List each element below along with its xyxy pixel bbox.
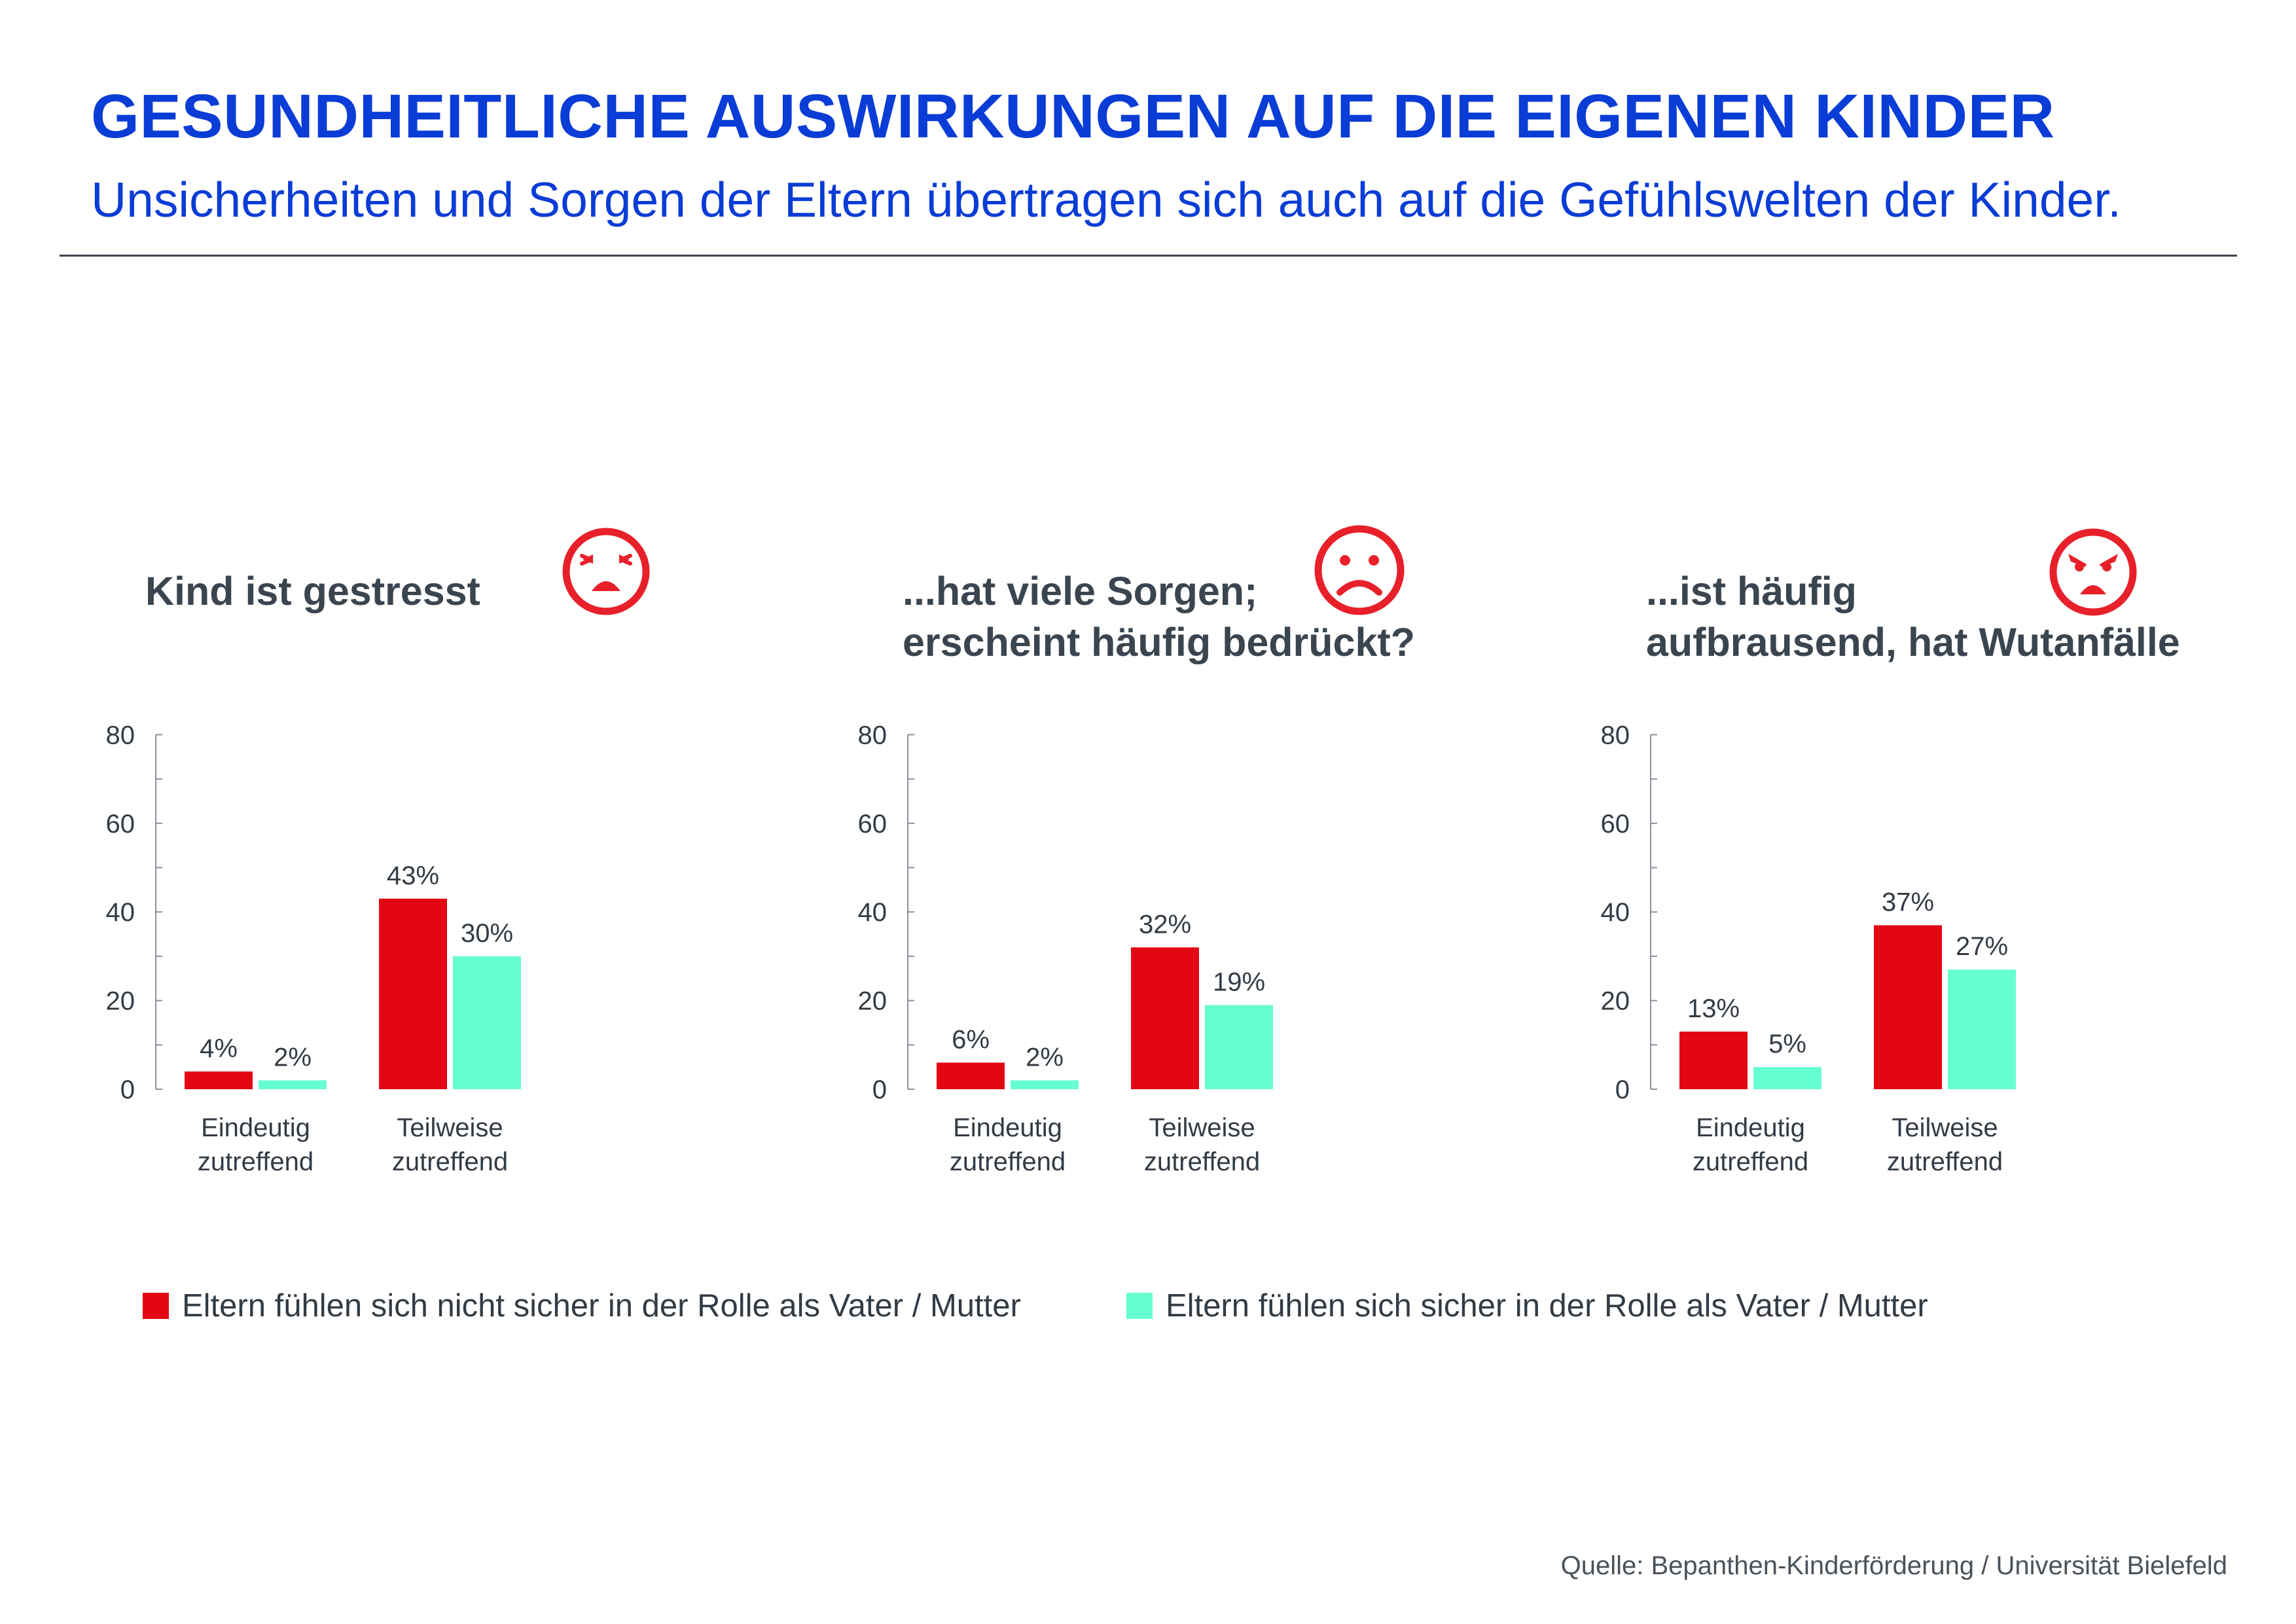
category-label: Eindeutig xyxy=(201,1113,310,1142)
y-tick-label: 20 xyxy=(106,987,135,1016)
data-label: 2% xyxy=(274,1043,312,1072)
bar xyxy=(379,898,447,1089)
bar-chart-worries: 0 20 40 60 80 6% 2% Eindeutig zutreffend 32% 19% Te… xyxy=(858,721,1273,1176)
question-line: erscheint häufig bedrückt? xyxy=(903,620,1415,664)
legend-swatch-red xyxy=(143,1293,169,1319)
question-line: ...ist häufig xyxy=(1646,569,1857,613)
y-tick-label: 20 xyxy=(1601,987,1630,1016)
bar xyxy=(259,1080,327,1089)
category-label: zutreffend xyxy=(392,1147,508,1176)
question-line: Kind ist gestresst xyxy=(145,569,480,613)
source-note: Quelle: Bepanthen-Kinderförderung / Univ… xyxy=(1560,1551,2227,1580)
bar xyxy=(1874,925,1942,1089)
data-label: 2% xyxy=(1026,1043,1064,1072)
bar xyxy=(1753,1067,1821,1089)
data-label: 6% xyxy=(952,1025,990,1054)
data-label: 30% xyxy=(461,919,513,948)
sad-face-icon xyxy=(1314,525,1405,615)
y-tick-label: 80 xyxy=(106,721,135,749)
data-label: 43% xyxy=(387,861,439,890)
data-label: 32% xyxy=(1139,910,1191,939)
y-tick-label: 0 xyxy=(872,1075,887,1104)
y-tick-label: 40 xyxy=(858,898,888,927)
panel-question: ...ist häufig aufbrausend, hat Wutanfäll… xyxy=(1646,566,2180,668)
y-tick-label: 60 xyxy=(1601,810,1630,839)
category-label: Eindeutig xyxy=(1696,1113,1805,1142)
data-label: 13% xyxy=(1687,994,1740,1023)
bar xyxy=(937,1062,1005,1089)
bar xyxy=(1948,969,2016,1089)
legend-item-unsure: Eltern fühlen sich nicht sicher in der R… xyxy=(143,1288,1021,1324)
bar xyxy=(1205,1005,1273,1089)
y-tick-label: 60 xyxy=(858,810,888,839)
data-label: 19% xyxy=(1213,967,1265,996)
data-label: 37% xyxy=(1882,888,1934,917)
legend-item-confident: Eltern fühlen sich sicher in der Rolle a… xyxy=(1126,1288,1928,1324)
y-tick-label: 20 xyxy=(858,987,888,1016)
bar xyxy=(1011,1080,1079,1089)
bar xyxy=(1679,1031,1748,1089)
y-tick-label: 40 xyxy=(106,898,135,927)
category-label: zutreffend xyxy=(1144,1147,1260,1176)
y-tick-label: 80 xyxy=(1601,721,1630,749)
y-tick-label: 40 xyxy=(1601,898,1630,927)
category-label: zutreffend xyxy=(950,1147,1066,1176)
category-label: Teilweise xyxy=(1892,1113,1998,1142)
question-line: aufbrausend, hat Wutanfälle xyxy=(1646,620,2180,664)
data-label: 4% xyxy=(200,1034,238,1063)
y-tick-label: 60 xyxy=(106,810,135,839)
legend-label: Eltern fühlen sich sicher in der Rolle a… xyxy=(1166,1288,1928,1324)
bar xyxy=(453,956,521,1089)
bar-chart-stressed: 0 20 40 60 80 4% 2% Eindeutig zutreffend 43% 30% Te… xyxy=(106,721,521,1176)
category-label: zutreffend xyxy=(1887,1147,2003,1176)
category-label: Teilweise xyxy=(1149,1113,1255,1142)
category-label: zutreffend xyxy=(198,1147,314,1176)
page-subtitle: Unsicherheiten und Sorgen der Eltern übe… xyxy=(91,172,2121,227)
bar-chart-tantrums: 0 20 40 60 80 13% 5% Eindeutig zutreffend 37% 27% T… xyxy=(1601,721,2016,1176)
category-label: zutreffend xyxy=(1693,1147,1808,1176)
bar xyxy=(1131,947,1199,1089)
panel-question: ...hat viele Sorgen; erscheint häufig be… xyxy=(903,566,1415,668)
category-label: Eindeutig xyxy=(953,1113,1062,1142)
angry-face-icon xyxy=(2049,528,2137,616)
page-title: GESUNDHEITLICHE AUSWIRKUNGEN AUF DIE EIG… xyxy=(91,82,2055,151)
y-tick-label: 0 xyxy=(1615,1075,1630,1104)
bar xyxy=(185,1071,253,1089)
question-line: ...hat viele Sorgen; xyxy=(903,569,1258,613)
legend-label: Eltern fühlen sich nicht sicher in der R… xyxy=(182,1288,1021,1324)
header-divider xyxy=(60,255,2237,257)
panel-question: Kind ist gestresst xyxy=(145,566,480,617)
y-tick-label: 80 xyxy=(858,721,888,749)
data-label: 27% xyxy=(1956,932,2008,961)
legend-swatch-mint xyxy=(1126,1293,1153,1319)
stressed-face-icon xyxy=(562,528,650,615)
category-label: Teilweise xyxy=(397,1113,503,1142)
data-label: 5% xyxy=(1768,1030,1806,1058)
y-tick-label: 0 xyxy=(120,1075,135,1104)
